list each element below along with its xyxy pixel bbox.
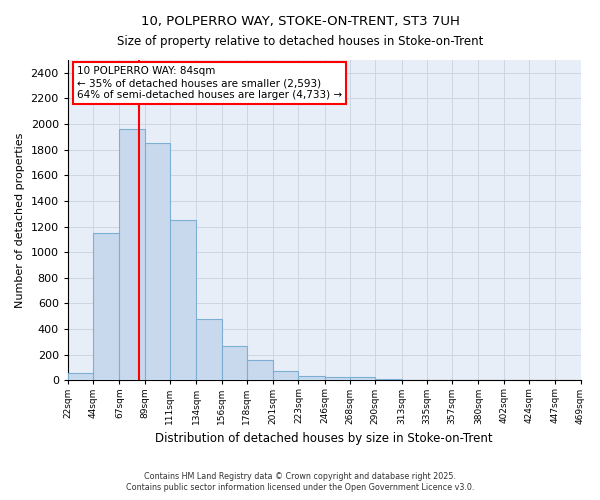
Bar	[196, 319, 221, 380]
Bar	[273, 370, 298, 380]
Bar	[93, 233, 119, 380]
Bar	[170, 220, 196, 380]
Bar	[298, 376, 325, 380]
Bar	[350, 377, 375, 380]
Bar	[145, 144, 170, 380]
X-axis label: Distribution of detached houses by size in Stoke-on-Trent: Distribution of detached houses by size …	[155, 432, 493, 445]
Text: 10, POLPERRO WAY, STOKE-ON-TRENT, ST3 7UH: 10, POLPERRO WAY, STOKE-ON-TRENT, ST3 7U…	[140, 15, 460, 28]
Bar	[119, 129, 145, 380]
Bar	[375, 379, 401, 380]
Bar	[68, 372, 93, 380]
Bar	[325, 376, 350, 380]
Text: Contains HM Land Registry data © Crown copyright and database right 2025.
Contai: Contains HM Land Registry data © Crown c…	[126, 472, 474, 492]
Bar	[247, 360, 273, 380]
Y-axis label: Number of detached properties: Number of detached properties	[15, 132, 25, 308]
Text: Size of property relative to detached houses in Stoke-on-Trent: Size of property relative to detached ho…	[117, 35, 483, 48]
Text: 10 POLPERRO WAY: 84sqm
← 35% of detached houses are smaller (2,593)
64% of semi-: 10 POLPERRO WAY: 84sqm ← 35% of detached…	[77, 66, 342, 100]
Bar	[221, 346, 247, 380]
